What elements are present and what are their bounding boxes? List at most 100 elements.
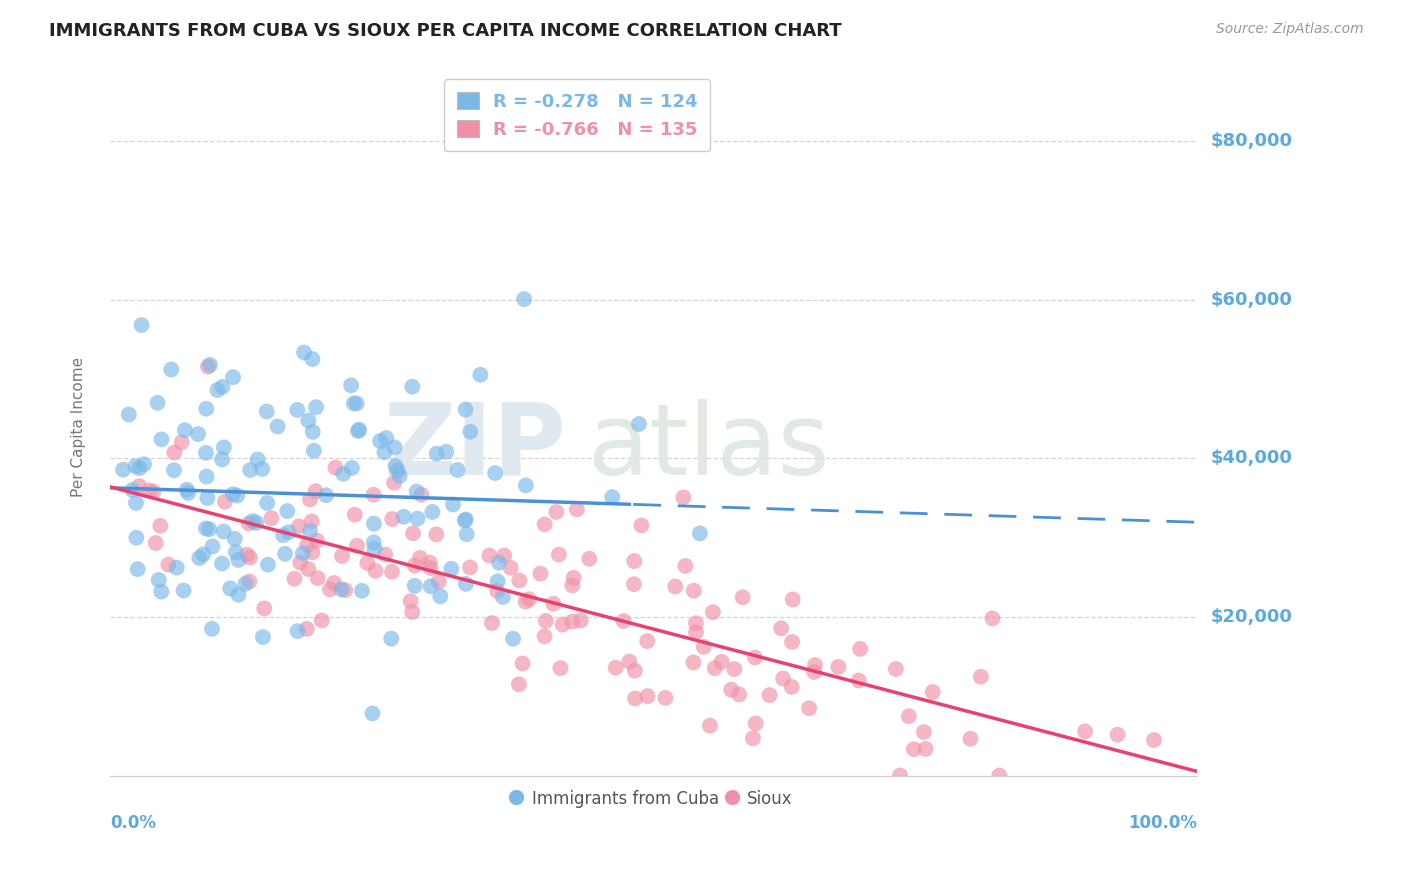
Point	[411, 488, 433, 502]
Point	[578, 551, 600, 566]
Point	[239, 550, 262, 565]
Point	[340, 461, 363, 475]
Point	[702, 605, 724, 619]
Point	[630, 518, 652, 533]
Point	[287, 624, 309, 639]
Point	[125, 496, 148, 510]
Point	[253, 601, 276, 615]
Point	[193, 548, 215, 562]
Point	[381, 565, 404, 579]
Point	[163, 445, 186, 459]
Point	[422, 505, 444, 519]
Point	[682, 583, 704, 598]
Point	[375, 431, 398, 445]
Point	[302, 443, 325, 458]
Point	[388, 468, 411, 483]
Point	[195, 469, 218, 483]
Point	[330, 549, 353, 563]
Point	[211, 380, 233, 394]
Point	[277, 525, 299, 540]
Point	[404, 558, 426, 573]
Point	[914, 742, 936, 756]
Point	[246, 452, 269, 467]
Point	[884, 662, 907, 676]
Point	[142, 484, 165, 499]
Legend: Immigrants from Cuba, Sioux: Immigrants from Cuba, Sioux	[505, 781, 801, 816]
Point	[364, 564, 387, 578]
Point	[1074, 724, 1097, 739]
Point	[685, 616, 707, 631]
Point	[299, 524, 322, 538]
Point	[419, 561, 441, 575]
Point	[145, 536, 167, 550]
Point	[484, 466, 506, 480]
Text: $40,000: $40,000	[1211, 450, 1292, 467]
Point	[434, 444, 457, 458]
Point	[174, 423, 197, 437]
Point	[380, 632, 402, 646]
Point	[441, 498, 464, 512]
Point	[173, 583, 195, 598]
Point	[226, 489, 249, 503]
Point	[323, 576, 346, 591]
Point	[222, 487, 245, 501]
Text: ZIP: ZIP	[384, 399, 567, 496]
Point	[238, 516, 260, 531]
Point	[710, 655, 733, 669]
Point	[256, 496, 278, 510]
Point	[163, 463, 186, 477]
Point	[561, 578, 583, 592]
Point	[384, 458, 406, 473]
Point	[301, 545, 323, 559]
Point	[271, 528, 294, 542]
Point	[624, 691, 647, 706]
Point	[429, 590, 451, 604]
Point	[494, 549, 516, 563]
Point	[849, 641, 872, 656]
Point	[315, 488, 337, 502]
Point	[124, 459, 146, 474]
Point	[612, 614, 634, 628]
Point	[187, 427, 209, 442]
Point	[402, 526, 425, 541]
Point	[848, 673, 870, 688]
Point	[772, 672, 794, 686]
Point	[201, 540, 224, 554]
Point	[623, 554, 645, 568]
Point	[804, 658, 827, 673]
Point	[257, 558, 280, 572]
Point	[488, 556, 510, 570]
Point	[959, 731, 981, 746]
Point	[238, 574, 260, 589]
Point	[198, 358, 221, 372]
Point	[673, 559, 696, 574]
Point	[350, 583, 373, 598]
Point	[502, 632, 524, 646]
Text: 0.0%: 0.0%	[110, 814, 156, 832]
Point	[551, 617, 574, 632]
Point	[481, 615, 503, 630]
Point	[291, 546, 314, 560]
Point	[150, 433, 173, 447]
Point	[454, 402, 477, 417]
Point	[458, 560, 481, 574]
Point	[454, 512, 477, 526]
Point	[723, 662, 745, 676]
Point	[561, 615, 583, 629]
Point	[399, 594, 422, 608]
Point	[562, 571, 585, 585]
Point	[212, 440, 235, 454]
Text: $20,000: $20,000	[1211, 607, 1292, 626]
Point	[426, 447, 449, 461]
Point	[363, 535, 385, 549]
Point	[222, 370, 245, 384]
Point	[803, 665, 825, 679]
Point	[260, 511, 283, 525]
Point	[550, 661, 572, 675]
Point	[343, 396, 366, 410]
Point	[981, 611, 1004, 625]
Point	[627, 417, 650, 431]
Point	[672, 491, 695, 505]
Point	[454, 513, 477, 527]
Point	[148, 573, 170, 587]
